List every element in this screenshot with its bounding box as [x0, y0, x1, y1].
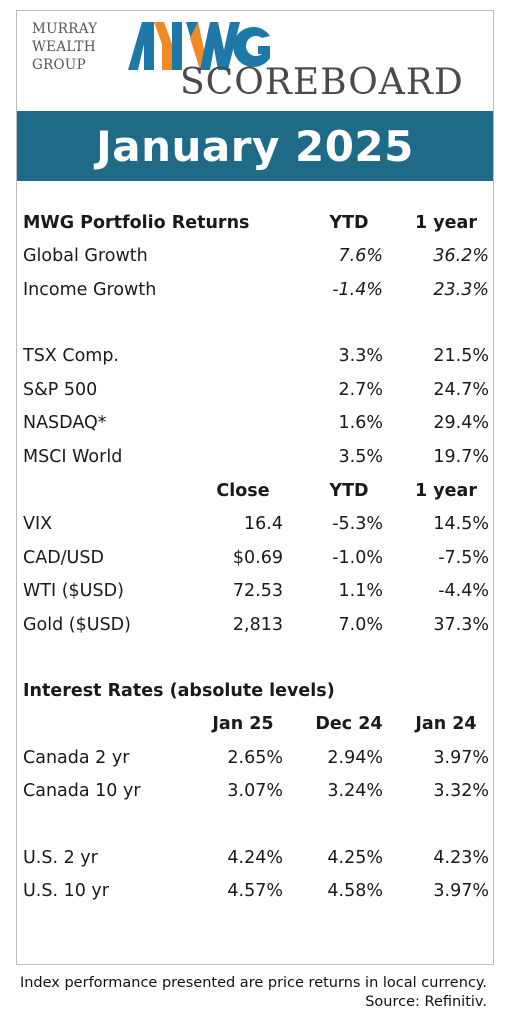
ytd-value: -1.0% — [332, 548, 383, 568]
one-year-value: -4.4% — [438, 581, 489, 601]
rate-date-header: Dec 24 — [315, 714, 383, 734]
table-row: U.S. 2 yr 4.24% 4.25% 4.23% — [23, 843, 493, 873]
murray-wealth-group-wordmark: MURRAY WEALTH GROUP — [32, 20, 122, 74]
row-label: Global Growth — [23, 246, 148, 266]
row-label: Income Growth — [23, 280, 157, 300]
one-year-value: -7.5% — [438, 548, 489, 568]
close-header: Close — [216, 481, 270, 501]
row-label: Gold ($USD) — [23, 615, 131, 635]
table-row: TSX Comp. 3.3% 21.5% — [23, 341, 493, 371]
ytd-value: -1.4% — [332, 280, 383, 300]
rate-date-header: Jan 24 — [415, 714, 477, 734]
rate-value: 2.94% — [327, 748, 383, 768]
rate-value: 3.07% — [227, 781, 283, 801]
rate-value: 4.57% — [227, 881, 283, 901]
ytd-value: 1.6% — [338, 413, 383, 433]
one-year-header: 1 year — [415, 481, 477, 501]
table-row: MSCI World 3.5% 19.7% — [23, 442, 493, 472]
close-value: 2,813 — [232, 615, 283, 635]
mwg-logo-icon — [128, 22, 270, 70]
source-line: Source: Refinitiv. — [365, 994, 487, 1010]
one-year-value: 19.7% — [433, 447, 489, 467]
ytd-header: YTD — [329, 213, 369, 233]
wordmark-line: WEALTH — [32, 39, 96, 55]
close-value: $0.69 — [232, 548, 283, 568]
rates-header-row: Jan 25 Dec 24 Jan 24 — [23, 709, 493, 739]
rate-value: 3.97% — [433, 881, 489, 901]
ytd-value: 7.6% — [338, 246, 383, 266]
rates-section-row: Interest Rates (absolute levels) — [23, 676, 493, 706]
one-year-value: 23.3% — [433, 280, 489, 300]
ytd-value: 3.3% — [338, 346, 383, 366]
row-label: VIX — [23, 514, 53, 534]
row-label: WTI ($USD) — [23, 581, 124, 601]
ytd-value: 7.0% — [338, 615, 383, 635]
row-label: CAD/USD — [23, 548, 104, 568]
page-title: January 2025 — [17, 111, 493, 181]
table-row: Canada 2 yr 2.65% 2.94% 3.97% — [23, 743, 493, 773]
close-value: 16.4 — [244, 514, 283, 534]
rate-value: 4.23% — [433, 848, 489, 868]
row-label: Canada 10 yr — [23, 781, 141, 801]
rate-value: 4.24% — [227, 848, 283, 868]
one-year-value: 37.3% — [433, 615, 489, 635]
ytd-header: YTD — [329, 481, 369, 501]
ytd-value: 3.5% — [338, 447, 383, 467]
markets-header-row: Close YTD 1 year — [23, 476, 493, 506]
row-label: U.S. 2 yr — [23, 848, 98, 868]
table-row: CAD/USD $0.69 -1.0% -7.5% — [23, 543, 493, 573]
wordmark-line: MURRAY — [32, 21, 98, 37]
table-row: S&P 500 2.7% 24.7% — [23, 375, 493, 405]
ytd-value: 2.7% — [338, 380, 383, 400]
one-year-header: 1 year — [415, 213, 477, 233]
row-label: TSX Comp. — [23, 346, 119, 366]
row-label: U.S. 10 yr — [23, 881, 109, 901]
table-row: VIX 16.4 -5.3% 14.5% — [23, 509, 493, 539]
table-row: NASDAQ* 1.6% 29.4% — [23, 408, 493, 438]
one-year-value: 36.2% — [433, 246, 489, 266]
scoreboard-wordmark: SCOREBOARD — [180, 62, 464, 103]
row-label: MSCI World — [23, 447, 123, 467]
rate-value: 4.25% — [327, 848, 383, 868]
rate-value: 4.58% — [327, 881, 383, 901]
rate-date-header: Jan 25 — [212, 714, 274, 734]
footnote: Index performance presented are price re… — [20, 974, 487, 1012]
table-row: Global Growth 7.6% 36.2% — [23, 241, 493, 271]
interest-rates-heading: Interest Rates (absolute levels) — [23, 681, 335, 701]
row-label: Canada 2 yr — [23, 748, 130, 768]
table-row: Canada 10 yr 3.07% 3.24% 3.32% — [23, 776, 493, 806]
rate-value: 3.32% — [433, 781, 489, 801]
table-row: Gold ($USD) 2,813 7.0% 37.3% — [23, 610, 493, 640]
table-row: WTI ($USD) 72.53 1.1% -4.4% — [23, 576, 493, 606]
one-year-value: 24.7% — [433, 380, 489, 400]
portfolio-returns-heading: MWG Portfolio Returns — [23, 213, 250, 233]
row-label: S&P 500 — [23, 380, 98, 400]
one-year-value: 14.5% — [433, 514, 489, 534]
one-year-value: 29.4% — [433, 413, 489, 433]
portfolio-header-row: MWG Portfolio Returns YTD 1 year — [23, 208, 493, 238]
rate-value: 2.65% — [227, 748, 283, 768]
wordmark-line: GROUP — [32, 57, 86, 73]
close-value: 72.53 — [232, 581, 283, 601]
one-year-value: 21.5% — [433, 346, 489, 366]
ytd-value: -5.3% — [332, 514, 383, 534]
footnote-line: Index performance presented are price re… — [19, 975, 487, 991]
table-row: U.S. 10 yr 4.57% 4.58% 3.97% — [23, 876, 493, 906]
row-label: NASDAQ* — [23, 413, 107, 433]
rate-value: 3.24% — [327, 781, 383, 801]
rate-value: 3.97% — [433, 748, 489, 768]
ytd-value: 1.1% — [338, 581, 383, 601]
table-row: Income Growth -1.4% 23.3% — [23, 275, 493, 305]
